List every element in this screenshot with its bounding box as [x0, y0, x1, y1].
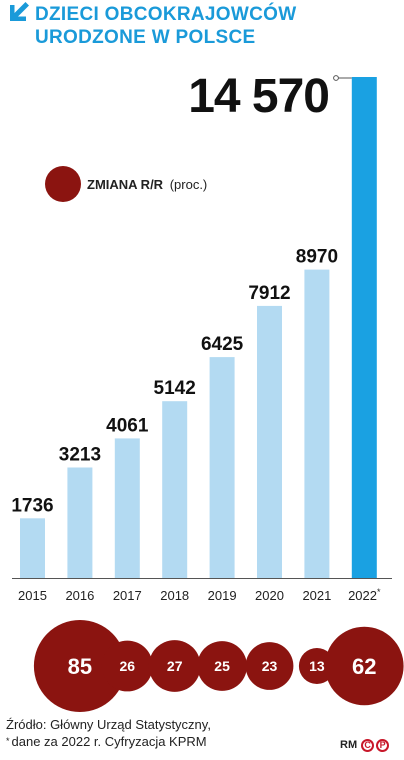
x-tick-2015: 2015: [18, 588, 47, 603]
change-bubble-2020: [245, 642, 294, 690]
x-tick-2021: 2021: [302, 588, 331, 603]
change-bubble-2017: [101, 640, 153, 692]
p-mark-icon: P: [376, 738, 390, 752]
change-label-2020: 23: [262, 658, 278, 674]
arrow-down-right-icon: [10, 2, 29, 21]
x-tick-2019: 2019: [208, 588, 237, 603]
footnote-text: dane za 2022 r. Cyfryzacja KPRM: [11, 734, 207, 749]
change-label-2017: 26: [120, 658, 136, 674]
change-bubble-2016: [33, 620, 126, 712]
bar-2020: [257, 305, 282, 578]
change-label-2019: 25: [214, 658, 230, 674]
bar-2015: [20, 518, 45, 578]
legend-label-main: ZMIANA R/R: [87, 177, 164, 192]
change-bubbles: 85 26 27 25 23 13 62: [33, 620, 404, 712]
change-label-2018: 27: [167, 658, 183, 674]
footnote-line: * dane za 2022 r. Cyfryzacja KPRM: [6, 733, 326, 750]
bar-2019: [209, 357, 235, 578]
x-tick-2017: 2017: [113, 588, 142, 603]
bar-2022: [351, 77, 377, 578]
value-label-2018: 5142: [154, 378, 196, 399]
change-bubble-2022: [325, 626, 404, 706]
x-tick-mark: *: [377, 587, 381, 597]
author-initials: RM: [340, 739, 358, 751]
legend-bubble-icon: [45, 166, 81, 202]
chart-title-line-2: URODZONE W POLSCE: [35, 27, 255, 48]
value-label-2017: 4061: [106, 415, 149, 436]
source-note: Źródło: Główny Urząd Statystyczny, * dane…: [6, 716, 326, 750]
bar-2016: [67, 467, 93, 578]
change-bubble-2021: [298, 648, 335, 684]
value-label-2016: 3213: [59, 445, 101, 466]
value-label-2022: 14 570: [188, 70, 329, 123]
bar-2018: [162, 401, 188, 578]
value-label-2020: 7912: [248, 283, 290, 304]
legend-label-unit: (proc.): [170, 177, 208, 192]
legend-label: ZMIANA R/R (proc.): [87, 177, 207, 192]
change-label-2022: 62: [352, 654, 376, 679]
value-leader-dot: [333, 75, 339, 81]
value-label-2021: 8970: [296, 247, 338, 268]
x-tick-2018: 2018: [160, 588, 189, 603]
change-bubble-2019: [197, 641, 248, 691]
x-tick-labels: 2015 2016 2017 2018 2019 2020 2021 2022*: [18, 587, 381, 603]
x-tick-2016: 2016: [65, 588, 94, 603]
chart-title-line-1: DZIECI OBCOKRAJOWCÓW: [35, 3, 296, 25]
bar-2017: [114, 438, 140, 578]
change-bubble-2018: [148, 640, 201, 692]
source-line: Źródło: Główny Urząd Statystyczny,: [6, 717, 211, 732]
x-tick-2022: 2022*: [348, 587, 381, 603]
change-label-2016: 85: [68, 654, 92, 679]
x-tick-2020: 2020: [255, 588, 284, 603]
change-label-2021: 13: [309, 658, 325, 674]
footnote-star: *: [6, 736, 10, 746]
value-label-2015: 1736: [11, 495, 53, 516]
bar-2021: [304, 269, 330, 578]
copyright-icon: C: [361, 738, 375, 752]
credit: RM C P: [340, 737, 390, 753]
value-label-2019: 6425: [201, 334, 244, 355]
